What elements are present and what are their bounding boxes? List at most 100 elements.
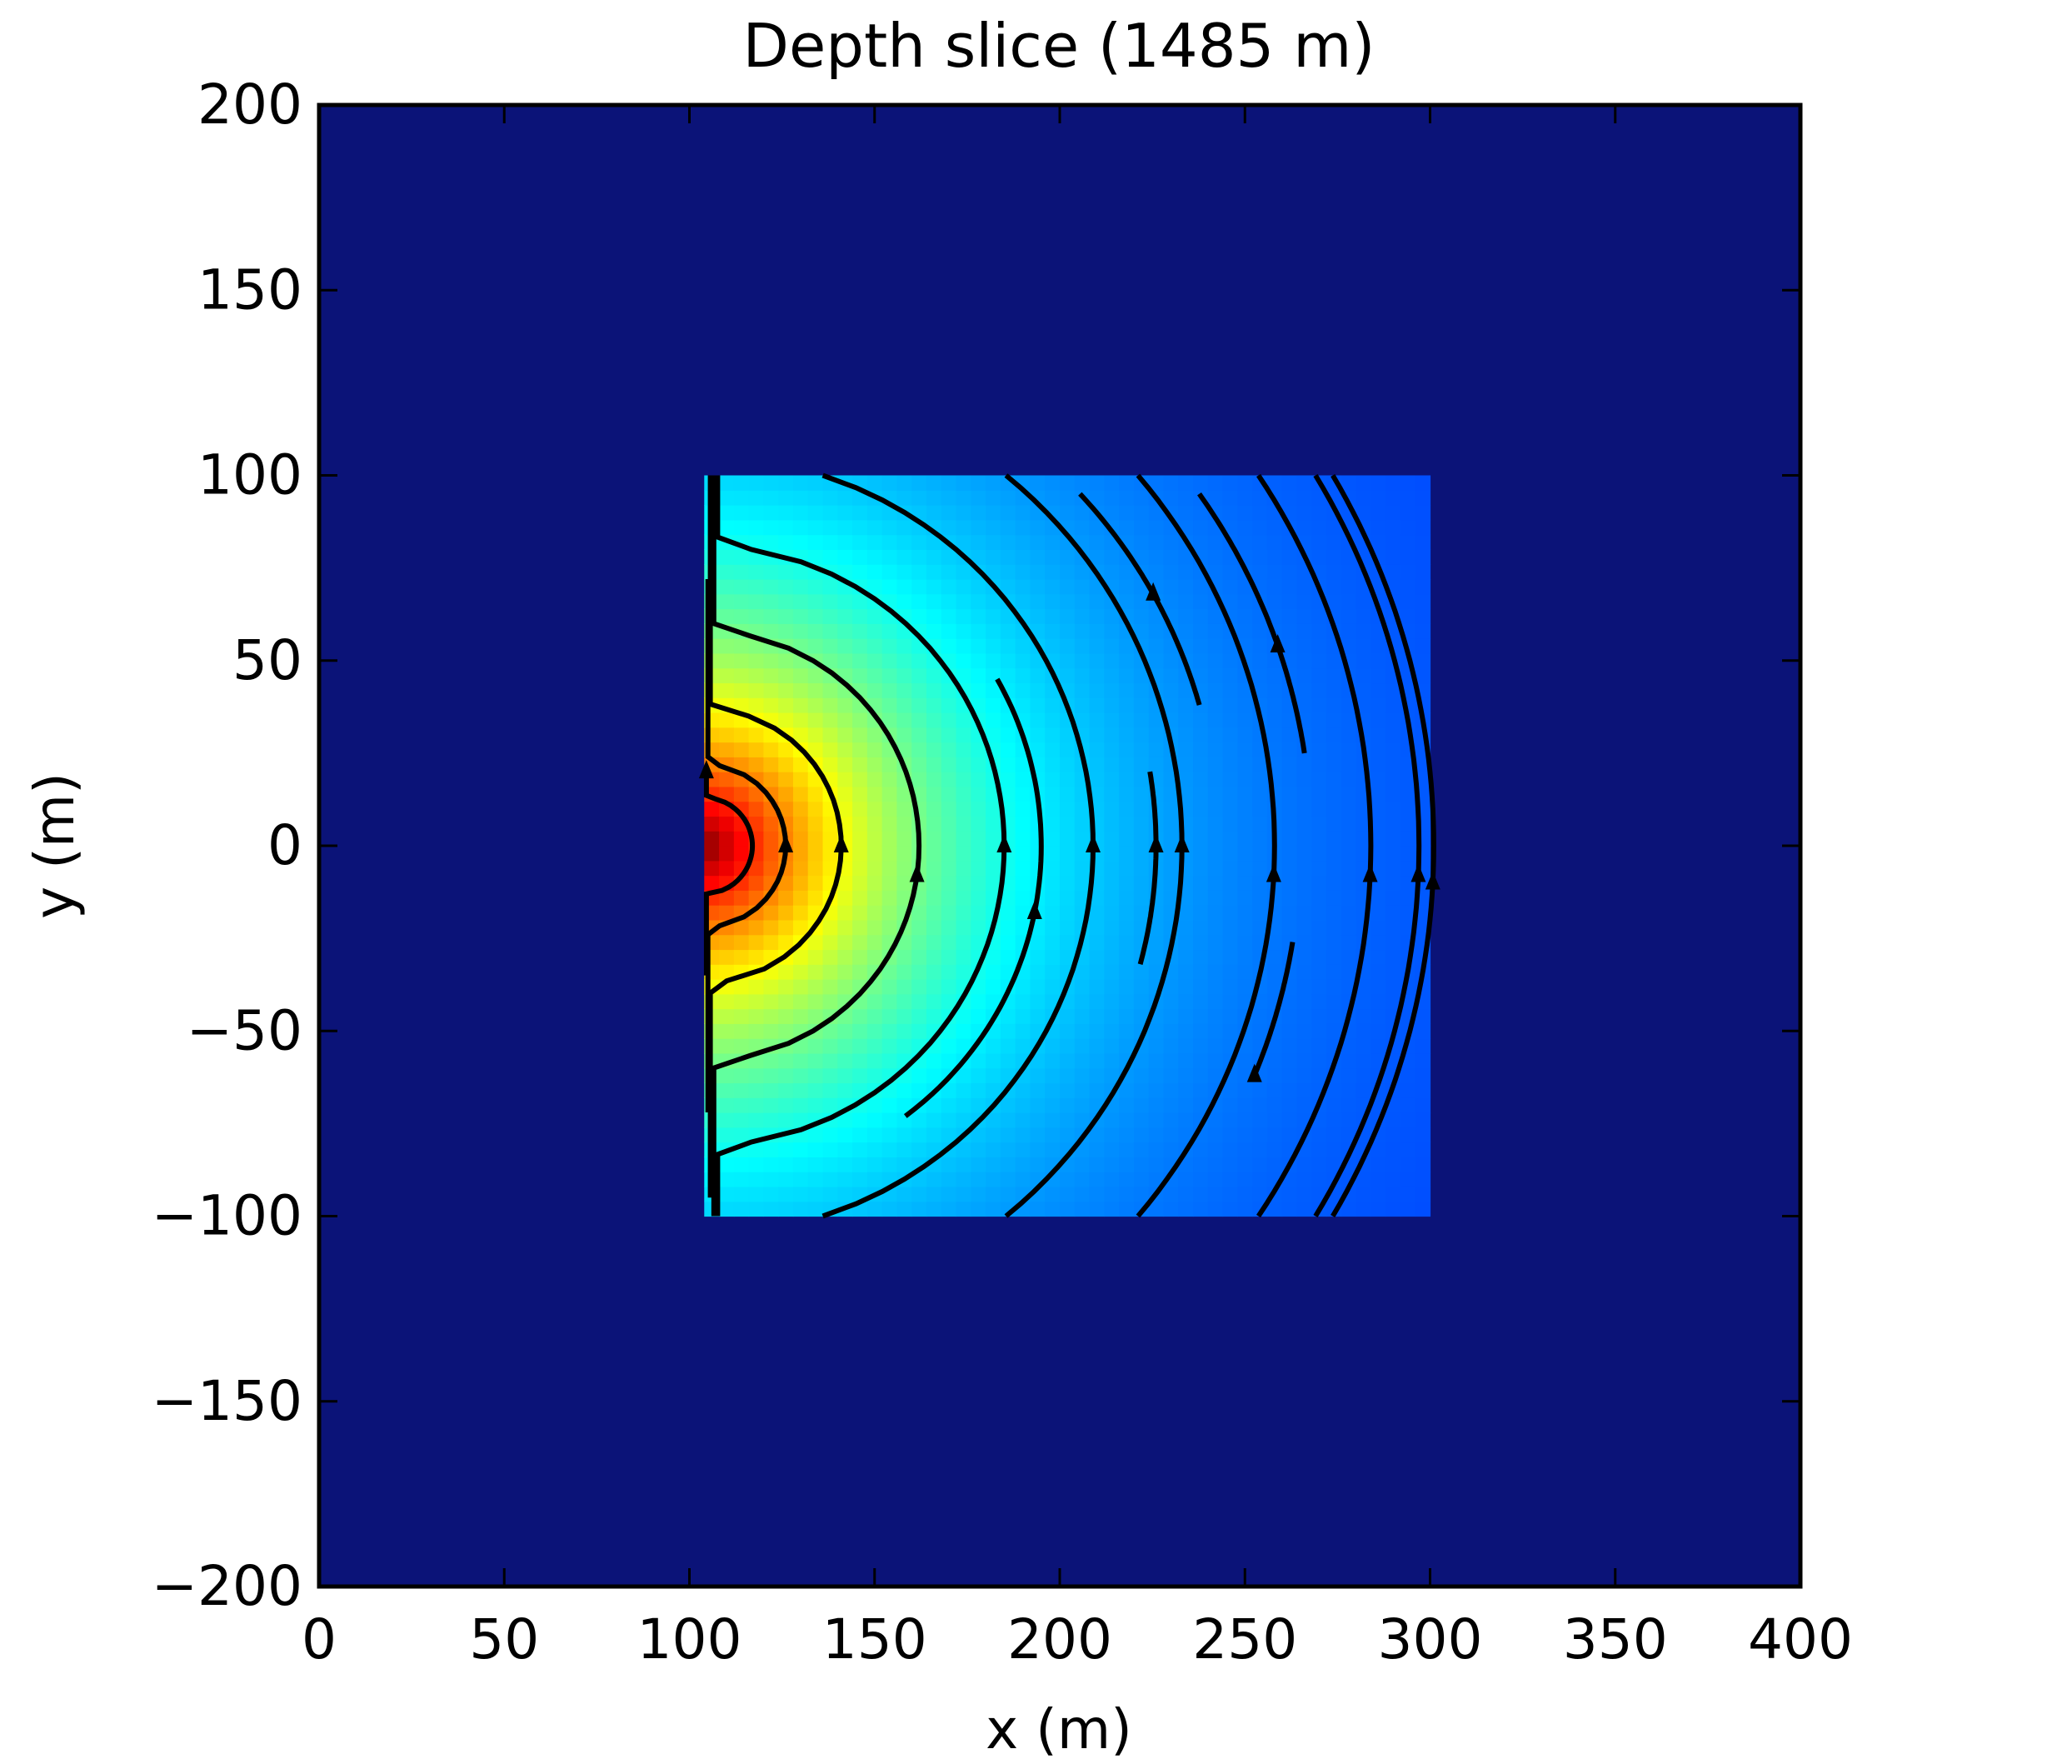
heatmap-cell: [971, 593, 986, 610]
heatmap-cell: [1030, 1201, 1046, 1217]
heatmap-cell: [748, 667, 764, 684]
heatmap-cell: [971, 505, 986, 521]
heatmap-cell: [1045, 890, 1061, 906]
heatmap-cell: [792, 875, 809, 891]
heatmap-cell: [1074, 1023, 1091, 1039]
heatmap-cell: [1119, 475, 1135, 491]
heatmap-cell: [837, 875, 853, 891]
heatmap-cell: [926, 757, 942, 772]
heatmap-cell: [896, 993, 912, 1010]
heatmap-cell: [1133, 490, 1150, 506]
heatmap-cell: [1089, 490, 1105, 506]
heatmap-cell: [866, 1052, 883, 1069]
heatmap-cell: [1400, 1201, 1416, 1217]
heatmap-cell: [1000, 727, 1016, 743]
heatmap-cell: [733, 519, 750, 536]
heatmap-cell: [1163, 1112, 1179, 1128]
heatmap-cell: [896, 1201, 912, 1217]
heatmap-cell: [822, 934, 838, 951]
heatmap-cell: [1074, 860, 1091, 877]
heatmap-cell: [1030, 564, 1046, 580]
heatmap-cell: [837, 638, 853, 654]
heatmap-cell: [822, 638, 838, 654]
heatmap-cell: [1060, 786, 1076, 802]
heatmap-cell: [896, 949, 912, 965]
heatmap-cell: [1237, 519, 1253, 536]
heatmap-cell: [1060, 1201, 1076, 1217]
heatmap-cell: [719, 1127, 735, 1143]
heatmap-cell: [1045, 786, 1061, 802]
heatmap-cell: [896, 801, 912, 817]
heatmap-cell: [778, 1112, 794, 1128]
heatmap-cell: [881, 697, 898, 713]
heatmap-cell: [1326, 742, 1342, 757]
heatmap-cell: [1045, 564, 1061, 580]
heatmap-cell: [1163, 1201, 1179, 1217]
heatmap-cell: [1163, 697, 1179, 713]
heatmap-cell: [763, 831, 779, 847]
heatmap-cell: [866, 652, 883, 669]
heatmap-cell: [1400, 1097, 1416, 1113]
streamline-arrow: [1026, 901, 1042, 920]
heatmap-cell: [971, 831, 986, 847]
heatmap-cell: [778, 564, 794, 580]
heatmap-cell: [866, 682, 883, 698]
heatmap-cell: [852, 564, 868, 580]
heatmap-cell: [1015, 652, 1031, 669]
heatmap-cell: [792, 505, 809, 521]
heatmap-cell: [971, 1201, 986, 1217]
heatmap-cell: [971, 890, 986, 906]
heatmap-cell: [881, 1097, 898, 1113]
heatmap-cell: [1193, 534, 1209, 550]
heatmap-cell: [1207, 564, 1224, 580]
heatmap-cell: [1074, 638, 1091, 654]
heatmap-cell: [1326, 1112, 1342, 1128]
heatmap-cell: [852, 1067, 868, 1084]
heatmap-cell: [1341, 1052, 1357, 1069]
heatmap-cell: [852, 934, 868, 951]
heatmap-cell: [1193, 593, 1209, 610]
heatmap-cell: [1104, 949, 1120, 965]
heatmap-cell: [852, 1172, 868, 1187]
heatmap-cell: [1000, 652, 1016, 669]
heatmap-cell: [1163, 1023, 1179, 1039]
heatmap-cell: [1000, 667, 1016, 684]
heatmap-cell: [1266, 593, 1283, 610]
heatmap-cell: [911, 490, 927, 506]
heatmap-cell: [1089, 697, 1105, 713]
heatmap-cell: [1311, 608, 1327, 624]
heatmap-cell: [778, 964, 794, 980]
heatmap-cell: [1222, 1112, 1238, 1128]
heatmap-cell: [1326, 979, 1342, 995]
heatmap-cell: [866, 831, 883, 847]
heatmap-cell: [719, 667, 735, 684]
heatmap-cell: [1415, 1186, 1431, 1202]
heatmap-cell: [807, 786, 824, 802]
heatmap-cell: [971, 875, 986, 891]
heatmap-cell: [792, 1157, 809, 1172]
heatmap-cell: [881, 979, 898, 995]
heatmap-cell: [763, 905, 779, 921]
heatmap-cell: [1104, 638, 1120, 654]
heatmap-cell: [748, 993, 764, 1010]
heatmap-cell: [1193, 1052, 1209, 1069]
heatmap-cell: [763, 860, 779, 877]
heatmap-cell: [911, 1023, 927, 1039]
heatmap-cell: [1074, 1186, 1091, 1202]
heatmap-cell: [733, 949, 750, 965]
heatmap-cell: [822, 1067, 838, 1084]
heatmap-cell: [1133, 890, 1150, 906]
heatmap-cell: [1178, 964, 1194, 980]
heatmap-cell: [1074, 1097, 1091, 1113]
heatmap-cell: [719, 1097, 735, 1113]
heatmap-cell: [733, 475, 750, 491]
heatmap-cell: [1163, 1008, 1179, 1024]
heatmap-cell: [971, 608, 986, 624]
heatmap-cell: [1089, 593, 1105, 610]
heatmap-cell: [807, 1008, 824, 1024]
heatmap-cell: [1326, 860, 1342, 877]
heatmap-cell: [1371, 1172, 1386, 1187]
heatmap-cell: [1015, 1008, 1031, 1024]
heatmap-cell: [1311, 757, 1327, 772]
heatmap-cell: [1015, 1082, 1031, 1098]
